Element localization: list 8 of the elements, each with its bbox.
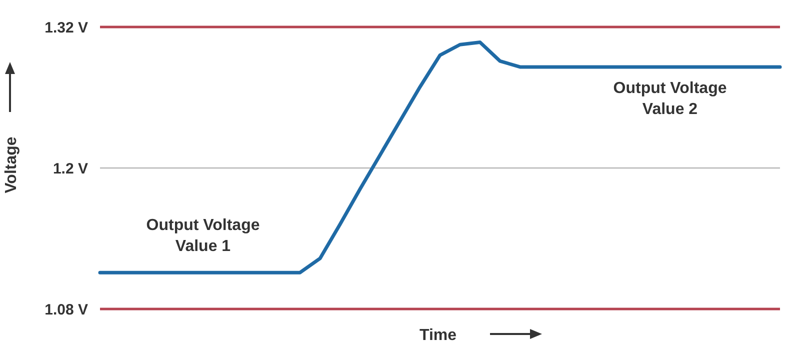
y-axis-title: Voltage [3,136,20,194]
annotation: Output Voltage Value 2 [613,80,727,118]
line-series [98,40,782,274]
y-tick-label: 1.2 V [52,160,88,178]
y-tick-label: 1.32 V [44,19,88,36]
annotation: Output Voltage Value 1 [146,217,260,255]
y-tick-label: 1.08 V [44,301,88,318]
x-axis-title: Time [419,327,457,344]
